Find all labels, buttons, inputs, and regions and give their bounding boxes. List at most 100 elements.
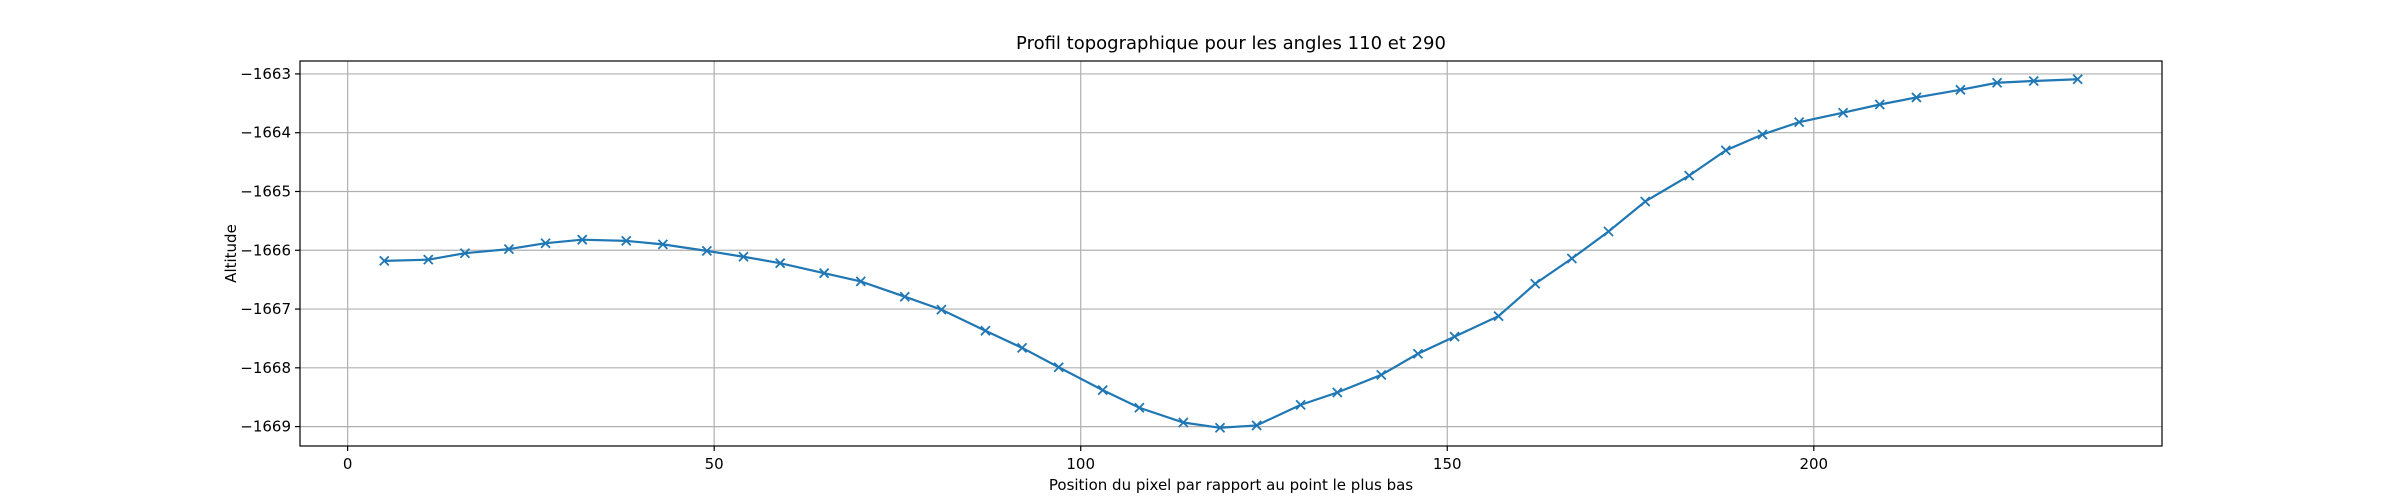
data-point-stroke [1134,402,1145,413]
data-point [1837,107,1849,118]
data-point-stroke [1874,99,1885,110]
data-point [899,291,910,302]
data-point [2072,74,2083,85]
data-point [1640,196,1651,207]
x-tick-label: 50 [705,455,724,473]
data-point [577,234,588,245]
data-point-stroke [1412,348,1424,359]
data-point-stroke [1640,196,1651,207]
data-point-stroke [1376,369,1387,381]
x-axis-label: Position du pixel par rapport au point l… [1049,476,1413,494]
data-point [2028,75,2039,87]
x-tick-label: 100 [1066,455,1095,473]
data-point [1332,387,1343,398]
data-point [819,268,830,279]
data-point [1178,417,1189,428]
data-point [1016,342,1028,353]
data-point-stroke [819,268,830,279]
data-point [1097,385,1108,396]
x-axis: 0 50 100 150 200 [343,446,1828,473]
data-point [1911,92,1922,103]
data-point [1214,422,1226,433]
y-tick-label: −1669 [240,418,291,436]
data-point [980,325,991,336]
y-tick-label: −1663 [240,65,291,83]
data-point [503,243,515,255]
data-point-stroke [657,239,669,250]
y-axis-label: Altitude [222,224,240,283]
data-point [540,238,551,249]
y-axis: −1669 −1668 −1667 −1666 −1665 −1664 −1663 [240,65,300,436]
data-point-stroke [1793,116,1805,128]
grid [300,61,2162,446]
data-point [423,254,434,265]
data-point [701,245,712,256]
data-point-stroke [1251,420,1262,431]
x-tick-label: 150 [1433,455,1462,473]
data-point-stroke [701,245,712,256]
axes-frame [299,60,2163,447]
data-point-stroke [577,234,588,245]
data-point [1991,77,2003,88]
data-point [1530,278,1541,289]
data-point-stroke [1684,170,1695,181]
data-point [1757,129,1768,140]
data-point-stroke [1603,226,1614,237]
data-point-stroke [1332,387,1343,398]
y-tick-label: −1665 [240,182,291,200]
data-point-stroke [1837,107,1849,118]
data-point-stroke [775,258,786,269]
y-tick-label: −1667 [240,300,291,318]
data-point-stroke [2072,74,2083,85]
data-point-stroke [1295,399,1306,410]
data-point-stroke [503,243,515,255]
data-point [738,251,749,262]
data-point-stroke [1493,310,1504,322]
data-point [936,304,947,315]
x-tick-label: 200 [1799,455,1828,473]
data-point-stroke [423,254,434,265]
data-point [621,235,632,246]
data-point-stroke [1016,342,1028,353]
x-tick-label: 0 [343,455,353,473]
y-tick-label: −1668 [240,359,291,377]
data-point [1566,253,1578,264]
data-point-stroke [1214,422,1226,433]
data-point [1793,116,1805,128]
data-point [1874,99,1885,110]
data-point-stroke [1053,362,1064,373]
y-tick-label: −1666 [240,241,291,259]
data-point [1603,226,1614,237]
data-point [1134,402,1145,413]
data-point-stroke [1530,278,1541,289]
data-point [1053,362,1064,373]
data-point-stroke [1911,92,1922,103]
chart-title: Profil topographique pour les angles 110… [1016,33,1446,54]
data-point [379,255,390,266]
data-point-stroke [459,248,471,259]
data-point [1955,84,1966,95]
data-point-stroke [936,304,947,315]
data-point [657,239,669,250]
data-point [1720,145,1731,156]
data-point-stroke [2028,75,2039,87]
data-point-stroke [1097,385,1108,396]
data-point-stroke [540,238,551,249]
data-point-stroke [980,325,991,336]
plot-area [379,74,2083,433]
data-point [1449,331,1460,342]
data-point-stroke [1991,77,2003,88]
data-point-stroke [1720,145,1731,156]
data-point-stroke [1178,417,1189,428]
y-tick-label: −1664 [240,124,291,142]
data-point [775,258,786,269]
data-point [1251,420,1262,431]
data-point [1493,310,1504,322]
data-point [1684,170,1695,181]
data-point [855,276,866,287]
series-line [384,78,2078,429]
data-point-stroke [1449,331,1460,342]
data-point [1412,348,1424,359]
data-point-stroke [1955,84,1966,95]
